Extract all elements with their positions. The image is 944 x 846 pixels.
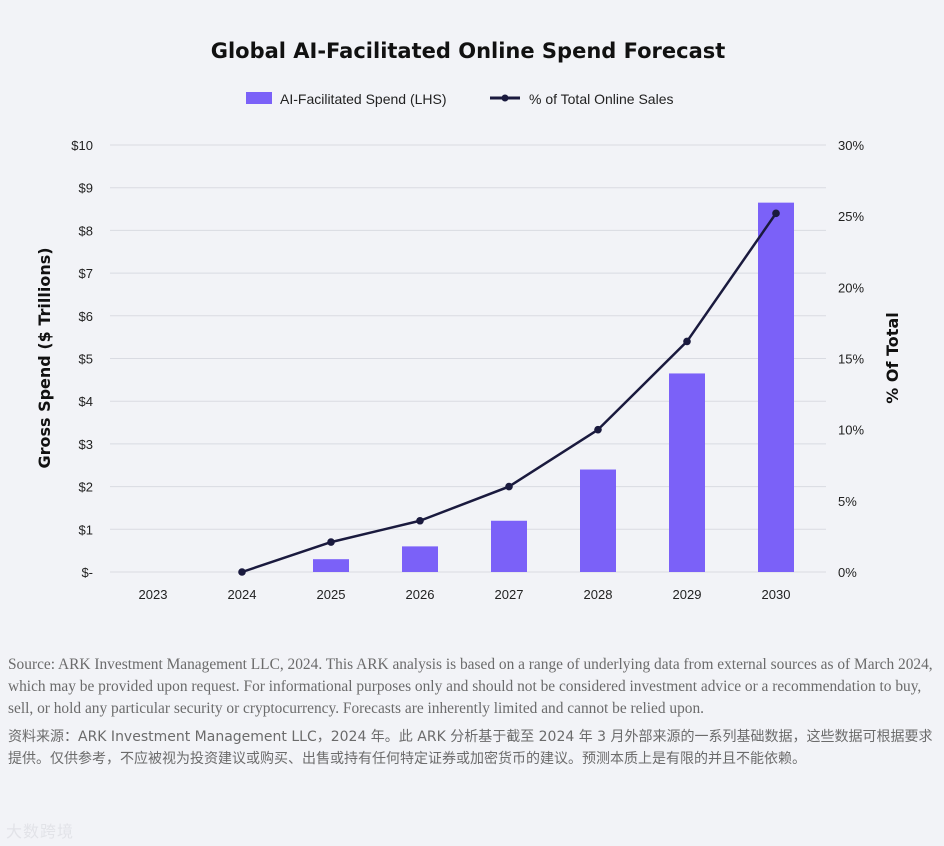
chart-title: Global AI-Facilitated Online Spend Forec… <box>211 39 726 63</box>
x-tick-label: 2028 <box>584 587 613 602</box>
y-tick-label-left: $- <box>81 565 93 580</box>
y-tick-label-right: 15% <box>838 352 864 367</box>
chart: Global AI-Facilitated Online Spend Forec… <box>35 39 902 602</box>
bar-2027 <box>491 520 527 572</box>
bar-2030 <box>758 202 794 572</box>
x-axis-ticks: 2023 2024 2025 2026 2027 2028 2029 2030 <box>139 587 791 602</box>
line-point-2024 <box>238 568 246 576</box>
source-note-english: Source: ARK Investment Management LLC, 2… <box>8 656 933 717</box>
y-tick-label-left: $6 <box>79 309 93 324</box>
y-tick-label-left: $9 <box>79 181 93 196</box>
y-tick-label-left: $4 <box>79 394 93 409</box>
line-point-2029 <box>683 337 691 346</box>
watermark: 大数跨境 <box>6 822 75 841</box>
y-tick-label-left: $10 <box>71 138 93 153</box>
y-tick-label-left: $5 <box>79 352 93 367</box>
y-tick-label-right: 10% <box>838 423 864 438</box>
source-notes: Source: ARK Investment Management LLC, 2… <box>8 654 938 770</box>
y-tick-label-left: $3 <box>79 437 93 452</box>
bar-2026 <box>402 546 438 572</box>
y-axis-left-title: Gross Spend ($ Trillions) <box>35 247 54 468</box>
legend-line-label: % of Total Online Sales <box>529 91 674 107</box>
x-tick-label: 2023 <box>139 587 168 602</box>
legend-line-marker <box>501 94 509 102</box>
bar-2029 <box>669 373 705 572</box>
y-axis-right-ticks: 0% 5% 10% 15% 20% 25% 30% <box>838 138 864 580</box>
x-tick-label: 2024 <box>228 587 257 602</box>
y-tick-label-right: 30% <box>838 138 864 153</box>
y-tick-label-right: 0% <box>838 565 857 580</box>
y-axis-left-ticks: $- $1 $2 $3 $4 $5 $6 $7 $8 $9 $10 <box>71 138 93 580</box>
bar-2028 <box>580 469 616 572</box>
legend: AI-Facilitated Spend (LHS) % of Total On… <box>246 91 674 107</box>
line-series <box>238 209 780 576</box>
line-point-2028 <box>594 425 602 434</box>
y-tick-label-left: $2 <box>79 480 93 495</box>
x-tick-label: 2025 <box>317 587 346 602</box>
source-note-chinese: 资料来源：ARK Investment Management LLC，2024 … <box>8 729 933 767</box>
y-tick-label-left: $7 <box>79 266 93 281</box>
line-point-2026 <box>416 516 424 525</box>
y-tick-label-right: 20% <box>838 280 864 295</box>
x-tick-label: 2027 <box>495 587 524 602</box>
gridlines <box>110 144 826 573</box>
bar-series <box>313 202 794 572</box>
line-point-2030 <box>772 209 780 218</box>
legend-bar-label: AI-Facilitated Spend (LHS) <box>280 91 447 107</box>
y-tick-label-left: $8 <box>79 223 93 238</box>
y-tick-label-right: 25% <box>838 209 864 224</box>
bar-2025 <box>313 559 349 572</box>
line-point-2027 <box>505 482 513 491</box>
line-point-2025 <box>327 538 335 546</box>
y-axis-right-title: % Of Total <box>883 312 902 403</box>
x-tick-label: 2030 <box>762 587 791 602</box>
y-tick-label-right: 5% <box>838 494 857 509</box>
legend-bar-swatch <box>246 92 272 104</box>
x-tick-label: 2026 <box>406 587 435 602</box>
y-tick-label-left: $1 <box>79 522 93 537</box>
x-tick-label: 2029 <box>673 587 702 602</box>
